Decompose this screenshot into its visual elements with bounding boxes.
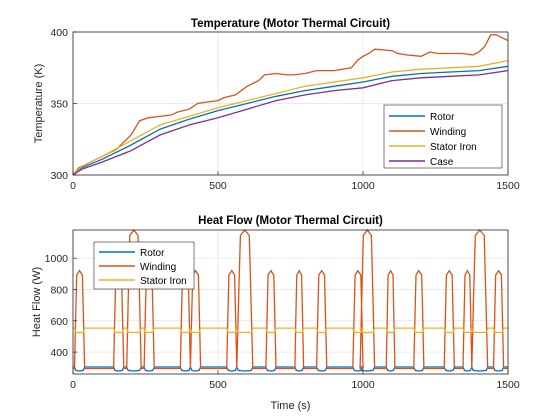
heatflow-y-tick-label: 1000 <box>45 253 69 265</box>
heatflow-y-tick-label: 800 <box>50 284 68 296</box>
temperature-x-tick-label: 500 <box>209 180 227 192</box>
temperature-x-tick-label: 1500 <box>496 180 520 192</box>
temperature-title: Temperature (Motor Thermal Circuit) <box>191 18 390 30</box>
legend-hf-winding-label: Winding <box>140 262 176 273</box>
heatflow-ticks: 0 500 1000 1500 400 600 800 1000 <box>45 253 520 391</box>
heatflow-axes-box <box>72 229 509 375</box>
heatflow-legend: Rotor Winding Stator Iron <box>93 241 195 290</box>
legend-hf-stator-label: Stator Iron <box>140 276 187 287</box>
series-hf-stator-line <box>73 325 508 334</box>
legend-hf-rotor-label: Rotor <box>140 248 165 259</box>
temperature-ticks: 0 500 1000 1500 300 350 400 <box>50 27 519 192</box>
legend-winding-label: Winding <box>430 127 466 138</box>
series-case-line <box>72 69 509 176</box>
legend-stator-label: Stator Iron <box>430 142 477 153</box>
temperature-lines <box>72 34 509 176</box>
heatflow-x-tick-label: 0 <box>70 379 76 391</box>
heatflow-panel: 0 500 1000 1500 400 600 800 1000 Heat Flow (Mot… <box>31 215 520 412</box>
series-winding-line <box>72 34 509 176</box>
heatflow-x-tick-label: 500 <box>209 379 227 391</box>
temperature-y-tick-label: 400 <box>50 27 68 39</box>
heatflow-x-label: Time (s) <box>271 400 311 412</box>
temperature-x-tick-label: 0 <box>70 180 76 192</box>
heatflow-y-tick-label: 600 <box>50 316 68 328</box>
legend-rotor-label: Rotor <box>430 112 455 123</box>
heatflow-x-tick-label: 1000 <box>351 379 375 391</box>
heatflow-title: Heat Flow (Motor Thermal Circuit) <box>198 215 383 227</box>
series-hf-winding-line <box>73 228 508 370</box>
temperature-x-tick-label: 1000 <box>351 180 375 192</box>
temperature-y-label: Temperature (K) <box>33 64 45 143</box>
legend-case-label: Case <box>430 157 454 168</box>
temperature-panel: 0 500 1000 1500 300 350 400 Temperature (Motor… <box>33 18 520 192</box>
heatflow-lines <box>73 228 508 372</box>
temperature-legend: Rotor Winding Stator Iron Case <box>383 104 503 169</box>
temperature-y-tick-label: 300 <box>50 170 68 182</box>
heatflow-y-tick-label: 400 <box>50 347 68 359</box>
series-stator-line <box>72 59 509 176</box>
heatflow-y-label: Heat Flow (W) <box>31 267 43 337</box>
temperature-y-tick-label: 350 <box>50 99 68 111</box>
series-rotor-line <box>72 65 509 176</box>
series-hf-rotor-line <box>73 365 508 372</box>
heatflow-x-tick-label: 1500 <box>496 379 520 391</box>
